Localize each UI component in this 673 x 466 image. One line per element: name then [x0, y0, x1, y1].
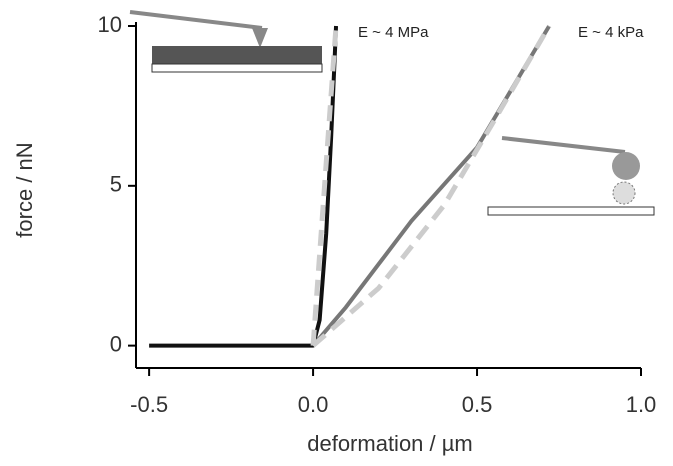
annotation: E ~ 4 MPa — [358, 24, 429, 41]
fit-line — [310, 25, 339, 346]
data-line — [311, 24, 551, 347]
data-line — [149, 25, 339, 348]
x-tick-label: 0.0 — [298, 392, 329, 417]
x-tick-label: 1.0 — [626, 392, 657, 417]
stiff-sample-icon — [129, 10, 323, 73]
y-tick-label: 5 — [110, 172, 122, 197]
x-axis-label: deformation / µm — [307, 431, 473, 456]
fit-line — [311, 24, 552, 348]
y-axis-label: force / nN — [12, 142, 37, 237]
x-tick-label: 0.5 — [462, 392, 493, 417]
soft-sample-icon — [487, 136, 655, 216]
annotation: E ~ 4 kPa — [578, 24, 644, 41]
y-tick-label: 10 — [98, 12, 122, 37]
y-tick-label: 0 — [110, 331, 122, 356]
x-tick-label: -0.5 — [130, 392, 168, 417]
